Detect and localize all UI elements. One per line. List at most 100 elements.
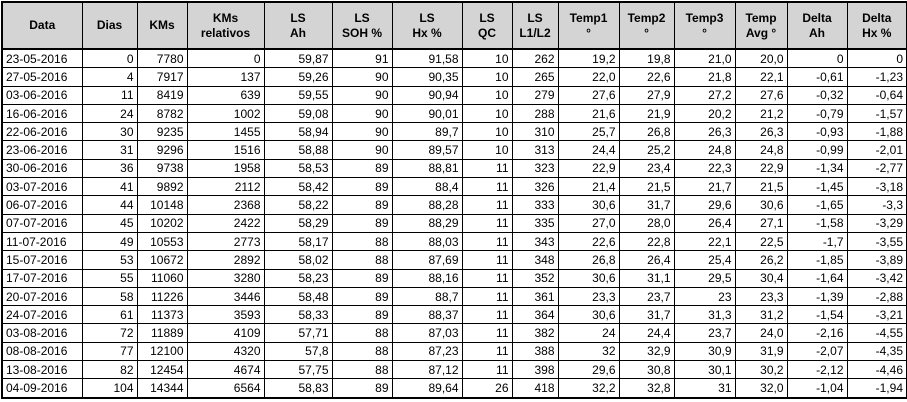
table-cell: 11	[461, 360, 513, 380]
table-cell: 90,35	[391, 67, 463, 87]
table-cell: 58,22	[263, 195, 333, 215]
table-cell: 2112	[186, 177, 265, 197]
table-cell: 31,2	[734, 305, 788, 325]
table-cell: -1,57	[846, 103, 907, 124]
table-cell: 32,8	[618, 378, 675, 399]
table-cell: 4320	[186, 341, 265, 362]
table-cell: 10	[461, 48, 513, 69]
table-cell: 3280	[186, 268, 265, 288]
column-header: LS Ah	[263, 1, 333, 50]
table-row: 30-06-2016 36 9738 1958 58,53 89 88,81 11 323 22,…	[1, 158, 907, 179]
table-cell: -3,55	[846, 231, 907, 252]
header-text: Hx %	[412, 25, 442, 40]
table-cell: 82	[81, 360, 138, 380]
table-cell: 4109	[186, 323, 265, 343]
table-row: 23-05-2016 0 7780 0 59,87 91 91,58 10 262 19,2 19,…	[1, 48, 907, 69]
table-header: Data Dias KMs KMs relativos LS Ah LS SOH % LS Hx %…	[1, 1, 907, 50]
table-cell: 03-08-2016	[1, 323, 83, 343]
table-row: 07-07-2016 45 10202 2422 58,29 89 88,29 11 335 27…	[1, 213, 907, 233]
table-cell: 7780	[136, 48, 188, 69]
column-header: KMs	[136, 1, 188, 50]
table-cell: -3,3	[846, 195, 907, 215]
table-cell: 88,81	[391, 158, 463, 179]
table-cell: 13-08-2016	[1, 360, 83, 380]
header-text: relativos	[200, 25, 251, 40]
table-row: 04-09-2016 104 14344 6564 58,83 89 89,64 26 418 3…	[1, 378, 907, 399]
table-cell: 2422	[186, 213, 265, 233]
table-cell: 23,7	[673, 323, 736, 343]
header-text: Data	[29, 18, 56, 32]
table-cell: 137	[186, 67, 265, 87]
table-cell: -4,46	[846, 360, 907, 380]
table-cell: 58,48	[263, 286, 333, 307]
table-cell: 23-05-2016	[1, 48, 83, 69]
header-text: LS	[290, 10, 306, 25]
table-row: 17-07-2016 55 11060 3280 58,23 89 88,16 11 352 30…	[1, 268, 907, 288]
table-cell: 343	[511, 231, 559, 252]
table-cell: 388	[511, 341, 559, 362]
table-cell: 53	[81, 250, 138, 270]
table-cell: 07-07-2016	[1, 213, 83, 233]
table-cell: 29,5	[673, 268, 736, 288]
table-cell: 310	[511, 122, 559, 142]
table-cell: 57,75	[263, 360, 333, 380]
table-cell: 24,8	[673, 140, 736, 160]
header-text: Avg °	[745, 25, 777, 40]
table-cell: 58,42	[263, 177, 333, 197]
table-cell: 17-07-2016	[1, 268, 83, 288]
table-cell: 24,8	[734, 140, 788, 160]
table-cell: 21,8	[673, 67, 736, 87]
table-cell: 89	[331, 378, 393, 399]
table-cell: 88,03	[391, 231, 463, 252]
table-cell: 45	[81, 213, 138, 233]
table-cell: 31,1	[618, 268, 675, 288]
header-text: °	[586, 25, 591, 40]
table-cell: -2,01	[846, 140, 907, 160]
table-cell: 11	[461, 250, 513, 270]
table-cell: 10553	[136, 231, 188, 252]
table-cell: -1,23	[846, 67, 907, 87]
table-cell: 23,7	[618, 286, 675, 307]
table-cell: 1516	[186, 140, 265, 160]
table-row: 15-07-2016 53 10672 2892 58,02 88 87,69 11 348 26…	[1, 250, 907, 270]
table-cell: 23,3	[557, 286, 620, 307]
table-cell: 382	[511, 323, 559, 343]
table-row: 03-08-2016 72 11889 4109 57,71 88 87,03 11 382 24…	[1, 323, 907, 343]
table-cell: 361	[511, 286, 559, 307]
table-cell: 91,58	[391, 48, 463, 69]
table-cell: 88,4	[391, 177, 463, 197]
header-text: LS	[527, 10, 543, 25]
table-cell: 1958	[186, 158, 265, 179]
table-cell: -1,85	[786, 250, 848, 270]
table-cell: 335	[511, 213, 559, 233]
table-cell: 30,8	[618, 360, 675, 380]
table-cell: 22,0	[557, 67, 620, 87]
table-cell: 32,2	[557, 378, 620, 399]
table-cell: 58,02	[263, 250, 333, 270]
table-cell: 24,4	[618, 323, 675, 343]
table-cell: 22,1	[673, 231, 736, 252]
table-cell: 639	[186, 85, 265, 105]
table-cell: 22,9	[557, 158, 620, 179]
table-cell: 27,2	[673, 85, 736, 105]
table-cell: 22-06-2016	[1, 122, 83, 142]
table-cell: -1,04	[786, 378, 848, 399]
table-cell: 31,7	[618, 195, 675, 215]
table-cell: 30-06-2016	[1, 158, 83, 179]
table-cell: -1,64	[786, 268, 848, 288]
table-cell: 8782	[136, 103, 188, 124]
table-cell: 88	[331, 250, 393, 270]
table-cell: 88,29	[391, 213, 463, 233]
table-cell: 25,2	[618, 140, 675, 160]
table-cell: 90	[331, 140, 393, 160]
table-cell: 27,0	[557, 213, 620, 233]
table-cell: 348	[511, 250, 559, 270]
header-text: KMs	[212, 10, 239, 25]
table-cell: 88,16	[391, 268, 463, 288]
table-cell: 90,01	[391, 103, 463, 124]
table-cell: 23,3	[734, 286, 788, 307]
table-cell: -1,94	[846, 378, 907, 399]
table-cell: 10	[461, 67, 513, 87]
table-cell: 11	[461, 213, 513, 233]
table-cell: 89	[331, 158, 393, 179]
